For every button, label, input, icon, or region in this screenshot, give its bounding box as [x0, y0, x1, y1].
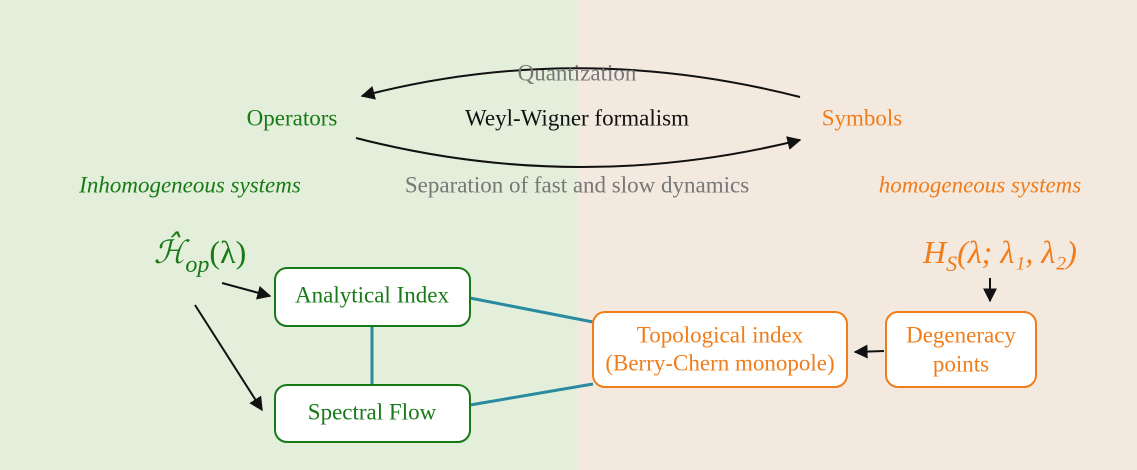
arrow — [853, 344, 885, 359]
box — [592, 311, 848, 388]
box-label: Analytical Index — [295, 282, 449, 307]
operators-label: Operators — [247, 105, 338, 130]
symbols-label: Symbols — [822, 105, 903, 130]
homogeneous-label: homogeneous systems — [879, 172, 1082, 197]
formula-sub: S — [946, 251, 957, 276]
arrow — [221, 282, 272, 300]
operator-formula: ℋ̂op(λ) — [154, 232, 246, 278]
box-label: Spectral Flow — [308, 399, 437, 424]
box-label: Topological index — [637, 322, 804, 347]
symbol-formula: HS(λ; λ₁, λ₂) — [922, 234, 1077, 276]
link — [469, 382, 594, 407]
box-label: (Berry-Chern monopole) — [605, 350, 834, 375]
box — [274, 267, 471, 327]
arrow — [194, 304, 263, 412]
box — [885, 311, 1037, 388]
box — [274, 384, 471, 443]
inhomogeneous-label: Inhomogeneous systems — [78, 172, 301, 197]
box-label: points — [933, 351, 989, 376]
formula-sub: op — [185, 252, 209, 278]
right-panel — [577, 0, 1137, 470]
link — [469, 296, 594, 324]
quantization-label: Quantization — [518, 60, 637, 85]
box-label: Degeneracy — [906, 322, 1016, 347]
separation-arrow — [355, 136, 802, 168]
formula-main: ℋ̂ — [154, 232, 190, 271]
separation-label: Separation of fast and slow dynamics — [405, 172, 749, 197]
formula-rest: (λ; λ₁, λ₂) — [957, 234, 1077, 270]
formula-rest: (λ) — [209, 234, 246, 270]
formula-main: H — [922, 234, 948, 270]
formalism-label: Weyl-Wigner formalism — [465, 105, 689, 130]
quantization-arrow — [360, 67, 801, 100]
